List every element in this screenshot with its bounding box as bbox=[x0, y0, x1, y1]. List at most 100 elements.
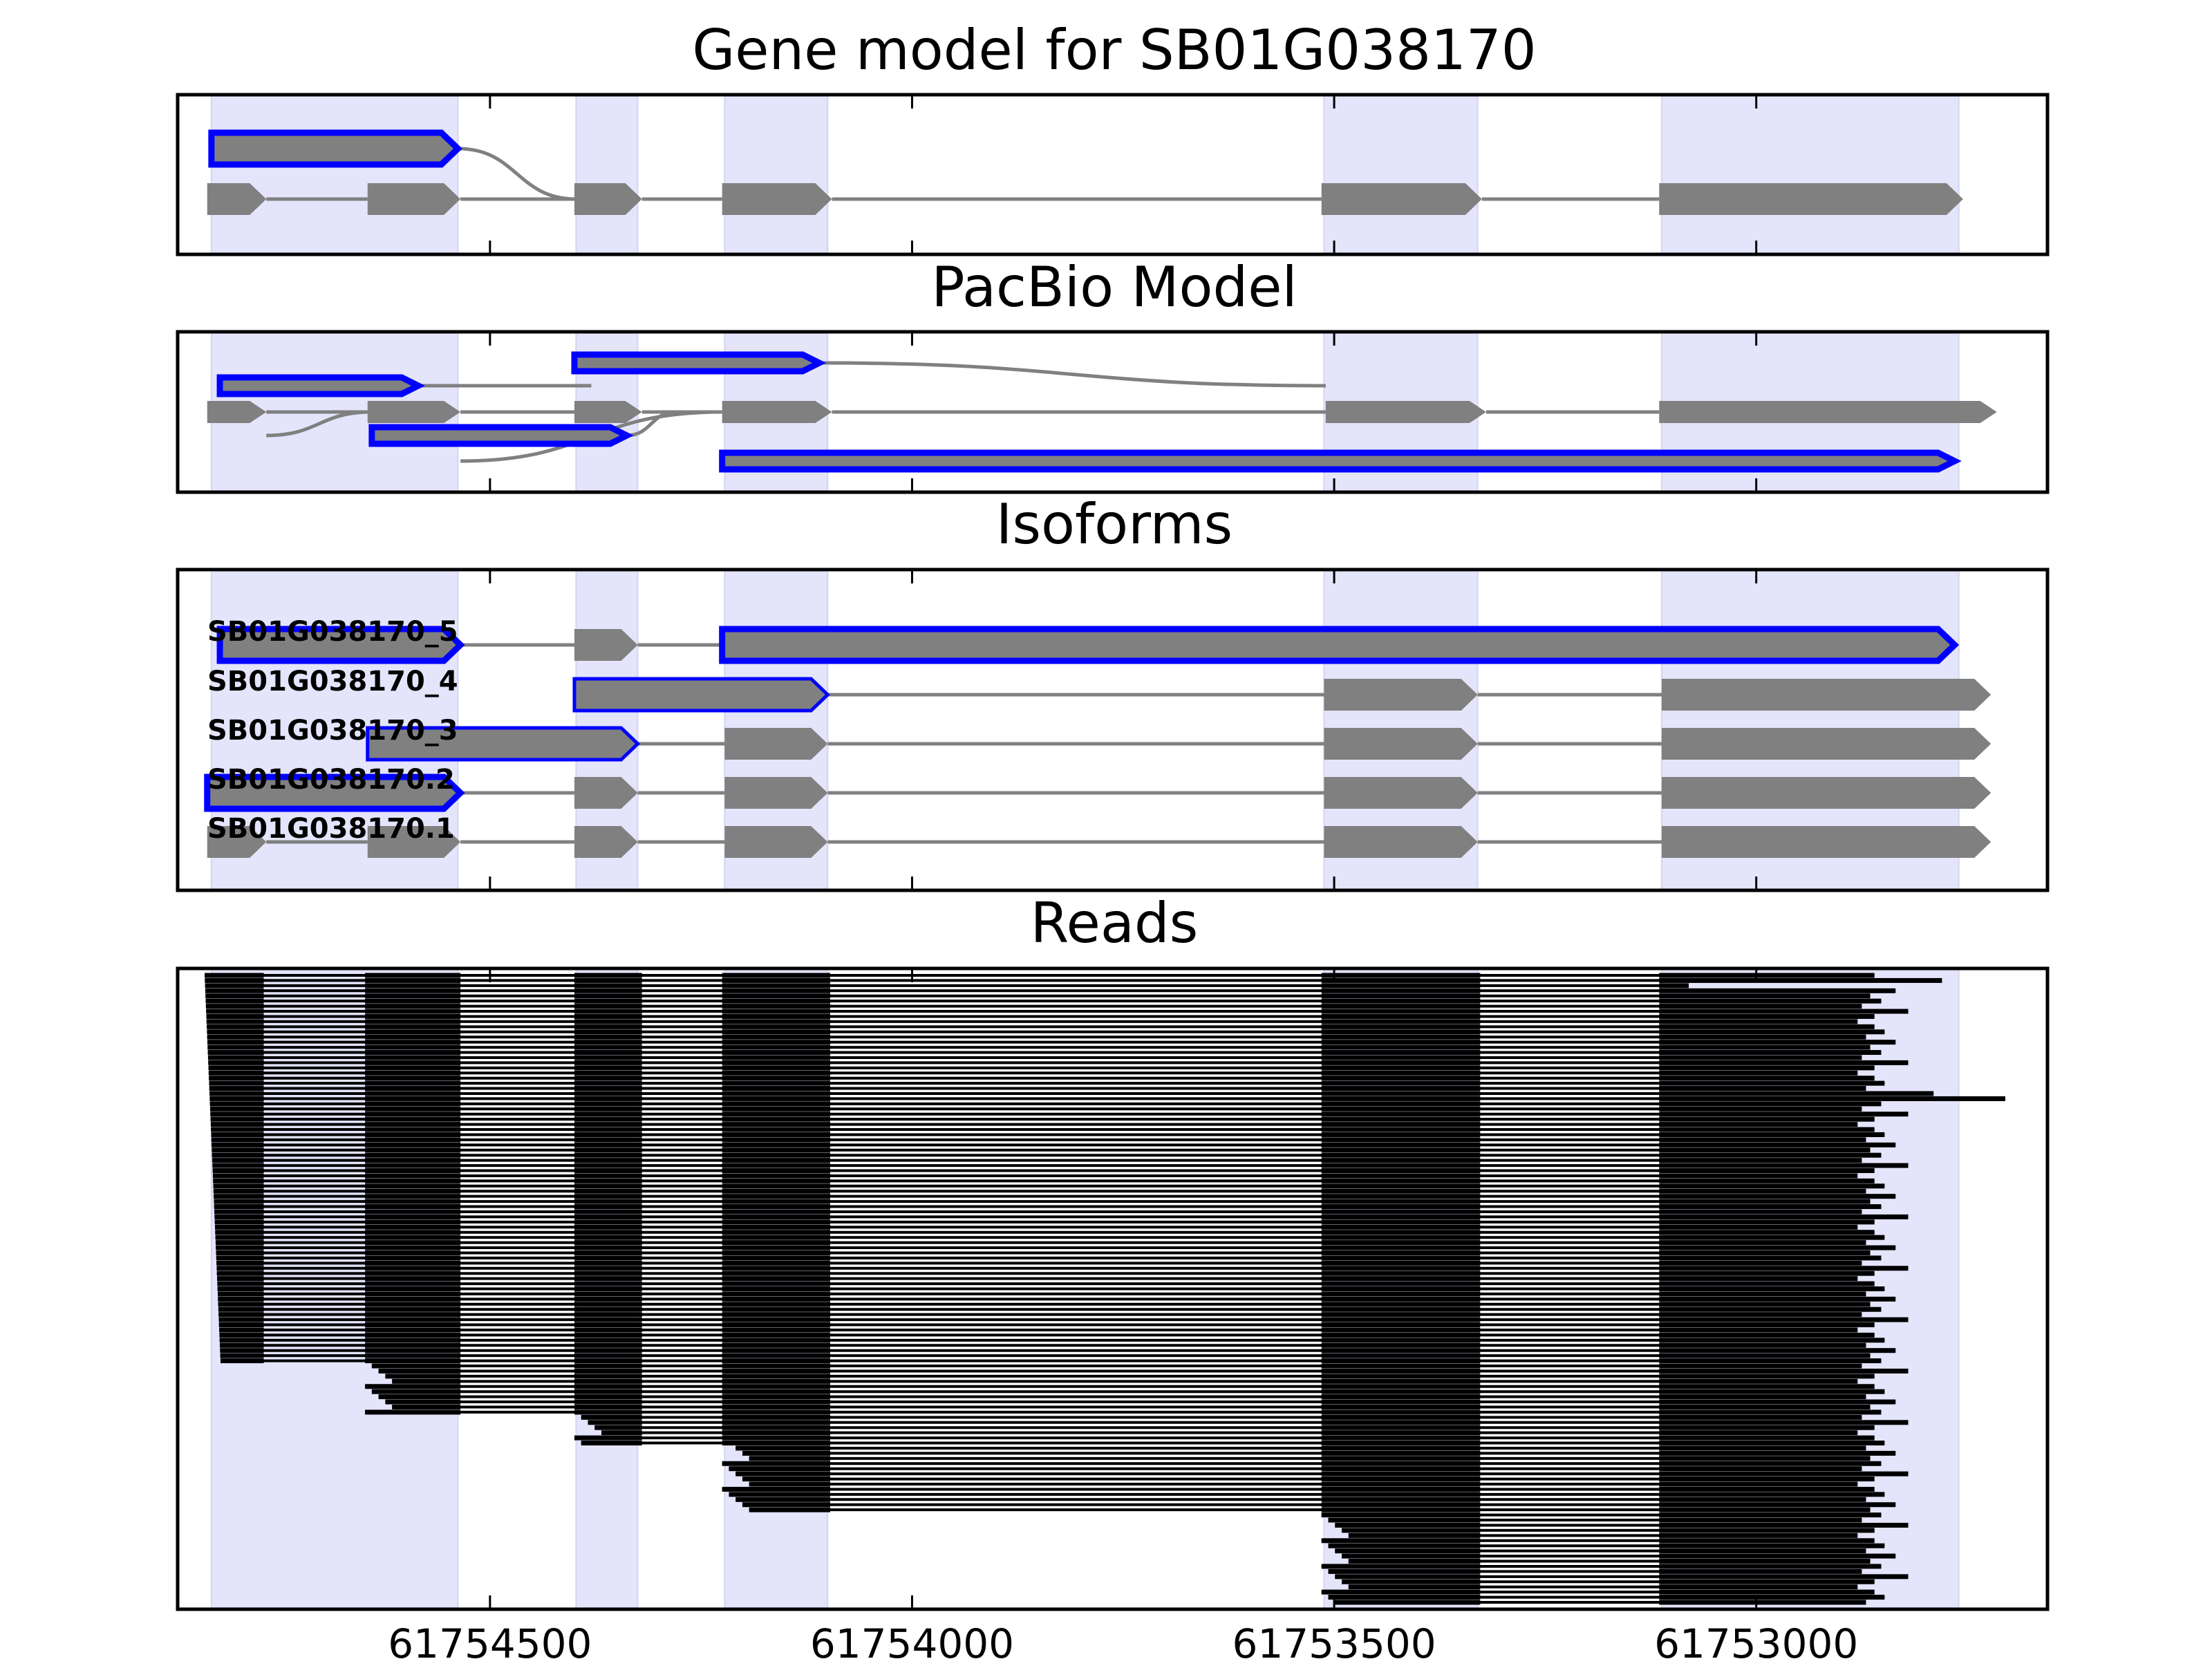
read-exon-block bbox=[1659, 1065, 1875, 1071]
read-exon-block bbox=[722, 1101, 831, 1107]
read-exon-block bbox=[1348, 1584, 1481, 1590]
read-exon-block bbox=[213, 1188, 264, 1194]
read-exon-block bbox=[216, 1271, 264, 1276]
read-exon-block bbox=[365, 1245, 461, 1250]
read-exon-block bbox=[574, 1199, 642, 1204]
read-exon-block bbox=[1342, 1553, 1481, 1559]
read-exon-block bbox=[1321, 1199, 1481, 1204]
read-exon-block bbox=[574, 1204, 642, 1210]
read-exon-block bbox=[735, 1497, 831, 1502]
read-exon-block bbox=[1321, 1183, 1481, 1189]
read-exon-block bbox=[1659, 1050, 1882, 1056]
x-tick-label: 61753500 bbox=[1232, 1620, 1436, 1659]
read-exon-block bbox=[1321, 988, 1481, 993]
read-exon-block bbox=[749, 1481, 831, 1487]
read-exon-block bbox=[722, 1271, 831, 1276]
read-exon-block bbox=[1659, 1425, 1875, 1430]
read-exon-block bbox=[722, 988, 831, 993]
read-exon-block bbox=[378, 1368, 461, 1374]
read-exon-block bbox=[365, 1224, 461, 1230]
read-exon-block bbox=[207, 1034, 264, 1040]
read-exon-block bbox=[371, 1363, 461, 1369]
read-exon-block bbox=[365, 1163, 461, 1168]
read-exon-block bbox=[722, 993, 831, 999]
read-exon-block bbox=[601, 1430, 642, 1436]
read-exon-block bbox=[1659, 1512, 1882, 1518]
read-exon-block bbox=[1321, 1384, 1481, 1389]
read-exon-block bbox=[574, 1378, 642, 1384]
read-exon-block bbox=[574, 1024, 642, 1029]
read-exon-block bbox=[722, 1040, 831, 1045]
read-exon-block bbox=[1335, 1574, 1481, 1580]
read-exon-block bbox=[1321, 1338, 1481, 1343]
shaded-region bbox=[210, 94, 459, 255]
read-exon-block bbox=[574, 1260, 642, 1266]
read-exon-block bbox=[365, 1137, 461, 1143]
read-exon-block bbox=[1321, 1086, 1481, 1091]
read-exon-block bbox=[365, 1122, 461, 1127]
read-exon-block bbox=[1659, 1276, 1858, 1282]
read-exon-block bbox=[1659, 1374, 1875, 1379]
read-exon-block bbox=[365, 1173, 461, 1179]
read-exon-block bbox=[209, 1080, 264, 1086]
read-exon-block bbox=[722, 1266, 831, 1271]
read-exon-block bbox=[1321, 1332, 1481, 1338]
read-exon-block bbox=[1659, 973, 1875, 978]
read-exon-block bbox=[574, 988, 642, 993]
read-exon-block bbox=[1659, 1342, 1866, 1348]
read-exon-block bbox=[220, 1348, 264, 1353]
read-exon-block bbox=[1659, 1528, 1875, 1533]
read-exon-block bbox=[1321, 1029, 1481, 1035]
read-exon-block bbox=[365, 1266, 461, 1271]
read-exon-block bbox=[574, 1291, 642, 1297]
read-exon-block bbox=[1321, 1245, 1481, 1250]
read-exon-block bbox=[1321, 1342, 1481, 1348]
read-exon-block bbox=[1659, 1240, 1866, 1246]
read-exon-block bbox=[1659, 1024, 1875, 1029]
read-exon-block bbox=[365, 1070, 461, 1076]
read-exon-block bbox=[722, 973, 831, 978]
read-exon-block bbox=[220, 1353, 264, 1358]
read-exon-block bbox=[215, 1230, 264, 1235]
read-exon-block bbox=[1321, 1589, 1481, 1595]
read-exon-block bbox=[722, 1173, 831, 1179]
read-exon-block bbox=[574, 1296, 642, 1302]
read-exon-block bbox=[1659, 1574, 1909, 1580]
read-exon-block bbox=[1321, 977, 1481, 983]
read-exon-block bbox=[1321, 1142, 1481, 1147]
read-exon-block bbox=[365, 1204, 461, 1210]
read-exon-block bbox=[722, 1250, 831, 1255]
read-exon-block bbox=[574, 1235, 642, 1240]
read-exon-block bbox=[1321, 1441, 1481, 1446]
read-exon-block bbox=[1321, 1173, 1481, 1179]
read-exon-block bbox=[574, 1209, 642, 1215]
read-exon-block bbox=[1659, 1492, 1885, 1497]
read-exon-block bbox=[205, 998, 264, 1004]
read-exon-block bbox=[1321, 1168, 1481, 1174]
read-exon-block bbox=[1335, 1600, 1481, 1605]
read-exon-block bbox=[1321, 1137, 1481, 1143]
read-exon-block bbox=[722, 1317, 831, 1322]
read-exon-block bbox=[574, 1271, 642, 1276]
read-exon-block bbox=[209, 1101, 264, 1107]
read-exon-block bbox=[1321, 973, 1481, 978]
splice-junction-curve bbox=[458, 147, 577, 201]
read-exon-block bbox=[212, 1147, 264, 1153]
read-exon-block bbox=[574, 1286, 642, 1291]
read-exon-block bbox=[365, 1235, 461, 1240]
read-exon-block bbox=[1321, 1564, 1481, 1569]
exon bbox=[1661, 728, 1991, 760]
read-exon-block bbox=[1321, 1445, 1481, 1451]
exon bbox=[574, 183, 642, 215]
read-exon-block bbox=[574, 1070, 642, 1076]
read-exon-block bbox=[1321, 1060, 1481, 1065]
read-exon-block bbox=[722, 1384, 831, 1389]
read-exon-block bbox=[574, 1358, 642, 1364]
read-exon-block bbox=[365, 1317, 461, 1322]
read-exon-block bbox=[1659, 1034, 1866, 1040]
read-exon-block bbox=[1659, 1600, 1866, 1605]
read-exon-block bbox=[722, 1204, 831, 1210]
read-exon-block bbox=[1321, 1486, 1481, 1492]
exon bbox=[207, 401, 267, 423]
read-exon-block bbox=[365, 1086, 461, 1091]
